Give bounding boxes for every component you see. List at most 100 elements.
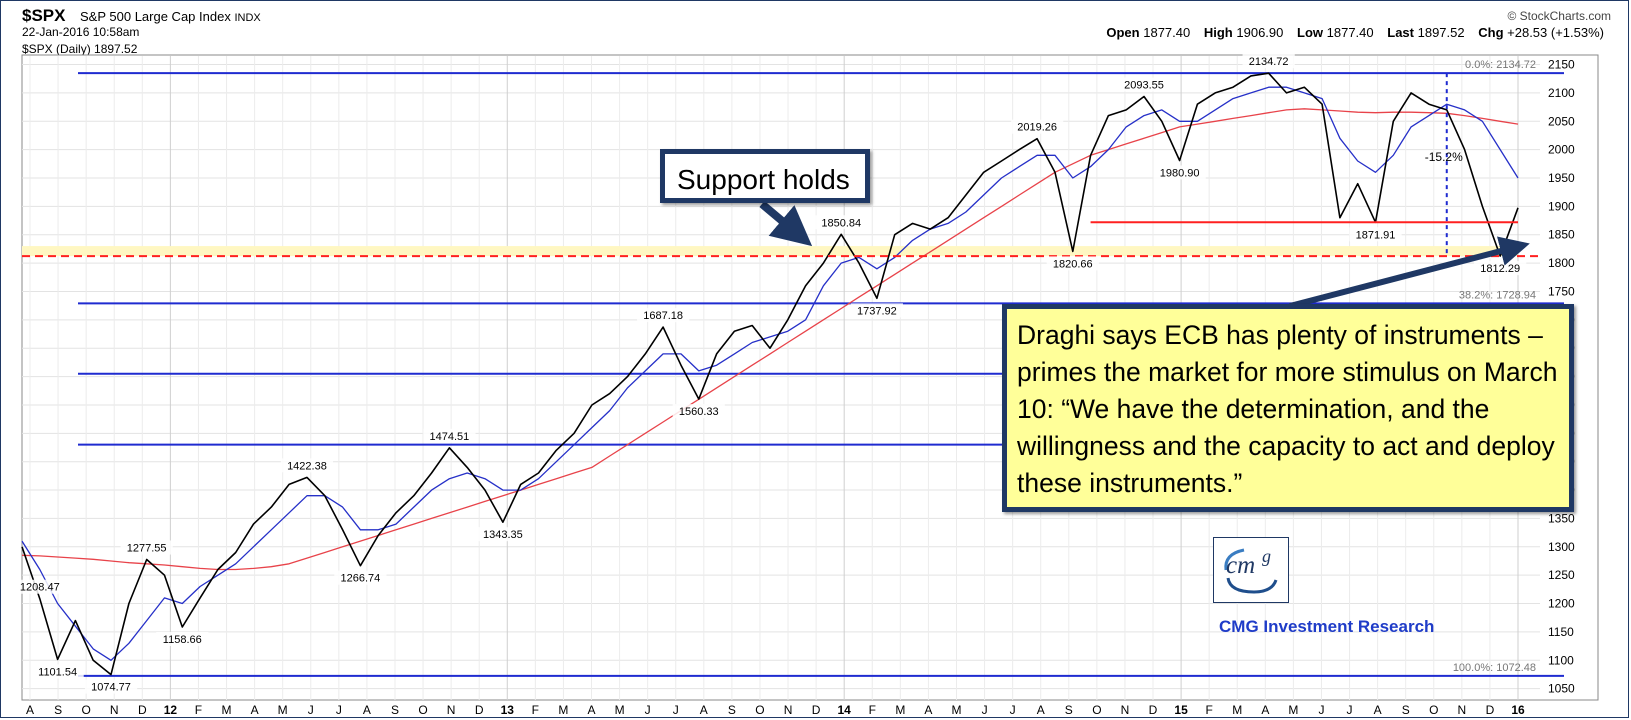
price-label: 1687.18 — [643, 310, 683, 322]
price-label-bg — [672, 404, 725, 419]
x-tick-label: 16 — [1511, 703, 1525, 717]
low-label: Low — [1297, 25, 1323, 40]
x-tick-label: M — [278, 703, 288, 717]
draghi-callout: Draghi says ECB has plenty of instrument… — [1002, 304, 1574, 512]
price-label: 1980.90 — [1160, 167, 1200, 179]
draghi-arrow — [1289, 236, 1530, 309]
x-tick-label: N — [110, 703, 119, 717]
index-tag: INDX — [234, 12, 261, 24]
high-value: 1906.90 — [1236, 25, 1284, 40]
timestamp: 22-Jan-2016 10:58am — [22, 25, 140, 39]
x-tick-label: O — [1429, 703, 1438, 717]
y-tick-label: 1350 — [1548, 511, 1575, 525]
price-label-bg — [13, 579, 66, 594]
x-tick-label: M — [951, 703, 961, 717]
index-name: S&P 500 Large Cap Index INDX — [80, 9, 261, 24]
x-tick-label: M — [1232, 703, 1242, 717]
x-tick-label: D — [475, 703, 484, 717]
x-tick-label: N — [784, 703, 793, 717]
x-tick-label: M — [1288, 703, 1298, 717]
index-name-text: S&P 500 Large Cap Index — [80, 9, 231, 24]
x-tick-label: D — [138, 703, 147, 717]
y-tick-label: 1050 — [1548, 682, 1575, 696]
price-label: 1737.92 — [857, 305, 897, 317]
price-label-bg — [1153, 165, 1206, 180]
low-value: 1877.40 — [1326, 25, 1374, 40]
x-tick-label: O — [81, 703, 90, 717]
annotations: -15.2% — [22, 73, 1540, 258]
price-label-bg — [334, 570, 387, 585]
price-label-bg — [1242, 54, 1295, 69]
price-label: 1158.66 — [163, 634, 202, 646]
price-label: 1277.55 — [127, 543, 167, 555]
x-axis: A S O N D 12 F M A M J J A S O N D 13 F M A M J J A S O N D 14 F M A M J J A… — [26, 703, 1525, 717]
price-label: 1074.77 — [91, 682, 131, 694]
price-label-bg — [423, 428, 476, 443]
price-labels: 1208.47 1101.54 1074.77 1277.55 1158.66 1422.… — [13, 54, 1527, 694]
logo-mark: cm — [1226, 552, 1256, 579]
moving-average-line — [21, 108, 1519, 571]
price-label-bg — [637, 308, 690, 323]
x-tick-label: J — [1010, 703, 1016, 717]
support-arrow — [759, 200, 813, 247]
x-tick-label: A — [1261, 703, 1269, 717]
price-label: 1850.84 — [821, 217, 861, 229]
y-tick-label: 1900 — [1548, 199, 1575, 213]
moving-average-line — [21, 86, 1519, 661]
price-label-bg — [476, 527, 529, 542]
x-tick-label: A — [251, 703, 259, 717]
y-tick-label: 1300 — [1548, 540, 1575, 554]
cmg-logo: cm g — [1213, 537, 1289, 603]
price-label-bg — [1117, 77, 1171, 92]
support-band — [22, 246, 1518, 257]
price-label-bg — [1011, 119, 1064, 134]
x-tick-label: S — [54, 703, 62, 717]
x-tick-label: D — [1486, 703, 1495, 717]
x-tick-label: J — [308, 703, 314, 717]
price-label: 1871.91 — [1356, 229, 1396, 241]
price-label: 1208.47 — [20, 582, 60, 594]
x-tick-label: D — [1149, 703, 1158, 717]
price-label: 1812.29 — [1480, 263, 1520, 275]
x-tick-label: J — [982, 703, 988, 717]
x-tick-label: N — [1121, 703, 1130, 717]
x-tick-label: 13 — [501, 703, 515, 717]
price-label: 1343.35 — [483, 529, 523, 541]
chart-series — [21, 72, 1519, 676]
draghi-callout-text: Draghi says ECB has plenty of instrument… — [1017, 320, 1558, 498]
x-tick-label: J — [645, 703, 651, 717]
support-band-rect — [22, 246, 1518, 257]
ticker-symbol: $SPX — [22, 6, 66, 25]
logo-swoosh-icon — [1224, 548, 1278, 594]
x-tick-label: F — [195, 703, 202, 717]
logo-mark-sup: g — [1262, 546, 1271, 566]
chg-value: +28.53 (+1.53%) — [1507, 25, 1604, 40]
price-label-bg — [156, 631, 209, 646]
x-tick-label: S — [728, 703, 736, 717]
y-tick-label: 2150 — [1548, 58, 1575, 72]
price-label: 1101.54 — [38, 666, 77, 678]
x-tick-label: O — [1092, 703, 1101, 717]
x-tick-label: O — [418, 703, 427, 717]
y-tick-label: 2050 — [1548, 114, 1575, 128]
x-tick-label: A — [700, 703, 708, 717]
fib-label: 0.0%: 2134.72 — [1465, 59, 1536, 71]
x-tick-label: A — [1374, 703, 1382, 717]
price-label: 2019.26 — [1017, 122, 1057, 134]
x-tick-label: F — [1205, 703, 1212, 717]
y-tick-label: 1250 — [1548, 568, 1575, 582]
x-tick-label: A — [26, 703, 34, 717]
price-label-bg — [280, 458, 334, 473]
price-label: 2134.72 — [1249, 56, 1289, 68]
y-tick-label: 1150 — [1548, 625, 1574, 639]
x-tick-label: J — [673, 703, 679, 717]
price-label-bg — [815, 215, 868, 230]
last-value: 1897.52 — [1417, 25, 1465, 40]
price-label: 1820.66 — [1053, 258, 1093, 270]
x-tick-label: M — [222, 703, 232, 717]
price-label: 1474.51 — [430, 431, 470, 443]
x-tick-label: F — [869, 703, 876, 717]
x-tick-label: J — [1347, 703, 1353, 717]
price-label-bg — [84, 679, 138, 694]
